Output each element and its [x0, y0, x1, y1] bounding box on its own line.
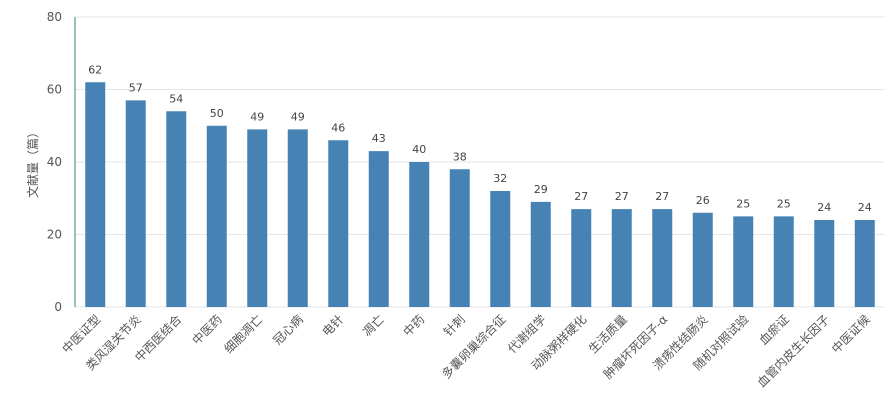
data-label: 24	[817, 201, 831, 214]
data-label: 62	[88, 63, 102, 76]
bar[interactable]	[611, 209, 632, 307]
x-tick-label: 细胞凋亡	[222, 312, 266, 356]
bar[interactable]	[652, 209, 673, 307]
data-label: 57	[129, 81, 143, 94]
x-tick-label: 血管内皮生长因子	[754, 312, 832, 390]
bar[interactable]	[166, 111, 187, 307]
data-label: 27	[655, 190, 669, 203]
y-tick-label: 80	[47, 10, 62, 24]
x-tick-label: 中药	[400, 312, 428, 340]
x-tick-label: 针刺	[440, 312, 468, 340]
data-label: 25	[736, 197, 750, 210]
x-tick-label: 冠心病	[270, 312, 306, 348]
bar[interactable]	[85, 82, 106, 307]
bar[interactable]	[449, 169, 470, 307]
data-label: 26	[696, 194, 710, 207]
bar[interactable]	[692, 212, 713, 307]
data-label: 43	[372, 132, 386, 145]
x-tick-label: 电针	[319, 312, 347, 340]
bar[interactable]	[125, 100, 146, 307]
data-labels: 62 57 54 50 49 49 46 43 40 38 32 29 27 27 27 26 25 25 24 24	[88, 63, 872, 214]
data-label: 49	[291, 110, 305, 123]
bar[interactable]	[571, 209, 592, 307]
data-label: 38	[453, 150, 467, 163]
bars	[85, 82, 875, 307]
grid-lines	[75, 16, 885, 308]
bar[interactable]	[814, 220, 835, 307]
bar[interactable]	[287, 129, 308, 307]
data-label: 49	[250, 110, 264, 123]
data-label: 27	[574, 190, 588, 203]
data-label: 50	[210, 107, 224, 120]
bar[interactable]	[530, 201, 551, 307]
bar[interactable]	[328, 140, 349, 307]
bar[interactable]	[490, 191, 511, 307]
x-tick-label: 中医证候	[828, 312, 873, 357]
bar[interactable]	[409, 162, 430, 307]
y-tick-label: 60	[47, 83, 62, 97]
bar[interactable]	[733, 216, 754, 307]
x-tick-label: 凋亡	[360, 312, 387, 339]
y-axis-title: 文献量（篇）	[25, 126, 40, 198]
y-tick-label: 0	[54, 300, 62, 314]
y-tick-labels: 0 20 40 60 80	[47, 10, 62, 314]
x-tick-label: 中医药	[189, 312, 225, 348]
data-label: 40	[412, 143, 426, 156]
bar[interactable]	[247, 129, 268, 307]
y-tick-label: 20	[47, 228, 62, 242]
y-tick-label: 40	[47, 155, 62, 169]
bar[interactable]	[368, 151, 389, 307]
data-label: 24	[858, 201, 872, 214]
data-label: 29	[534, 183, 548, 196]
bar[interactable]	[854, 220, 875, 307]
data-label: 46	[331, 121, 345, 134]
x-tick-label: 血瘀证	[756, 312, 792, 348]
bar[interactable]	[773, 216, 794, 307]
data-label: 25	[777, 197, 791, 210]
data-label: 54	[169, 92, 183, 105]
data-label: 27	[615, 190, 629, 203]
data-label: 32	[493, 172, 507, 185]
bar[interactable]	[206, 125, 227, 307]
